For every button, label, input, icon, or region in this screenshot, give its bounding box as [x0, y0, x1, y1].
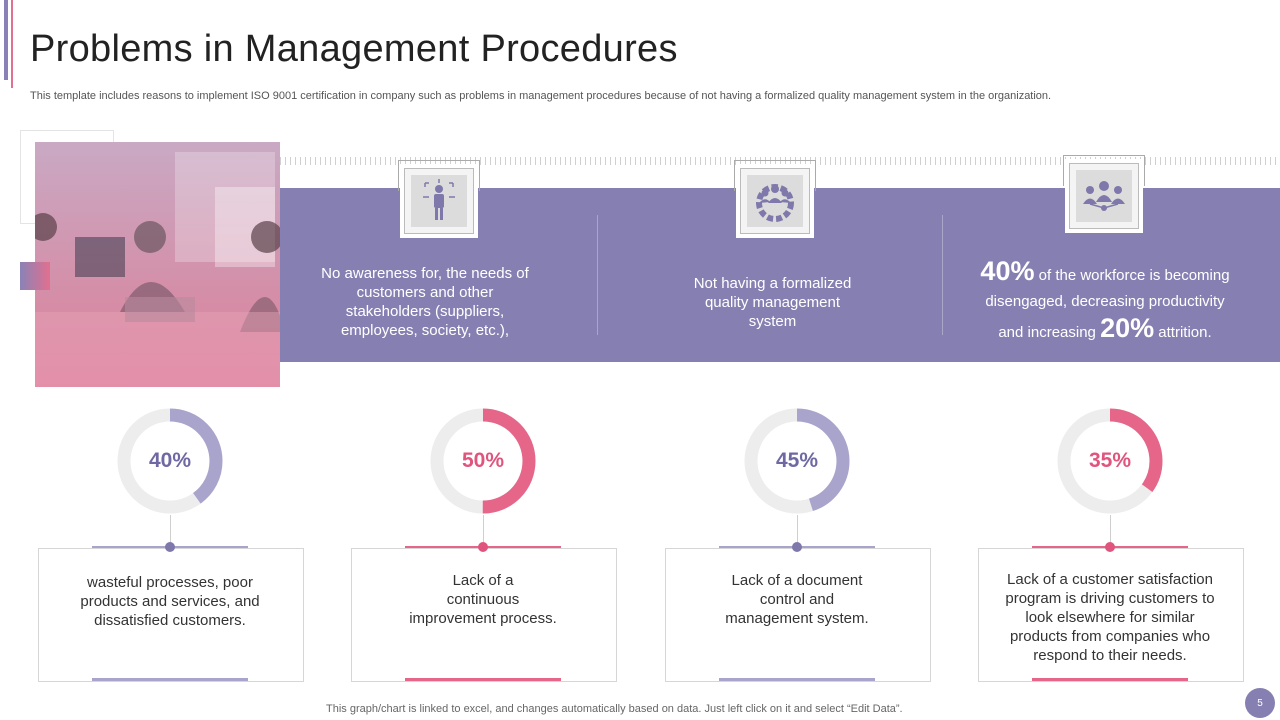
problem-card-4 — [978, 548, 1244, 682]
card-bottom-accent-3 — [719, 678, 875, 681]
donut-label-2: 50% — [461, 449, 505, 472]
problem-card-2-line-1: Lack of a — [452, 572, 514, 589]
problem-card-4-line-1: Lack of a customer satisfaction — [1007, 571, 1213, 588]
problem-card-text-1: wasteful processes, poor products and ser… — [46, 573, 294, 630]
donut-label-3: 45% — [775, 449, 819, 472]
icon-tab-2 — [734, 160, 816, 191]
decorative-stripe — [280, 157, 1280, 165]
band-text-1-line2: customers and other — [356, 284, 494, 301]
problem-card-4-line-2: program is driving customers to — [1005, 590, 1215, 607]
side-accent-tab — [20, 262, 50, 290]
donut-chart-4 — [1057, 408, 1163, 514]
page-subtitle: This template includes reasons to implem… — [30, 90, 1052, 102]
connector-stem-1 — [170, 515, 171, 547]
band-text-3-part2: disengaged, decreasing productivity — [985, 293, 1225, 310]
donut-arc-4 — [1057, 408, 1163, 514]
team-gear-icon — [756, 184, 794, 222]
connector-stem-4 — [1110, 515, 1111, 547]
connector-stem-3 — [797, 515, 798, 547]
problem-card-2 — [351, 548, 617, 682]
problem-card-1 — [38, 548, 304, 682]
band-text-2: Not having a formalized quality manageme… — [650, 274, 895, 331]
problem-card-4-line-5: respond to their needs. — [1033, 647, 1187, 664]
icon-box-2 — [740, 168, 810, 234]
problem-card-4-line-4: products from companies who — [1009, 628, 1211, 645]
connector-dot-1 — [165, 542, 175, 552]
band-text-3-part4: attrition. — [1158, 324, 1212, 341]
problem-card-1-line-1: wasteful processes, poor — [87, 574, 253, 591]
band-divider-1 — [597, 215, 598, 335]
band-text-1-line4: employees, society, etc.), — [340, 322, 510, 339]
connector-dot-3 — [792, 542, 802, 552]
problem-card-3-line-2: control and — [759, 591, 835, 608]
donut-chart-1 — [117, 408, 223, 514]
donut-label-1: 40% — [148, 449, 192, 472]
band-text-1: No awareness for, the needs of customers… — [300, 264, 550, 340]
problem-card-2-line-2: continuous — [446, 591, 520, 608]
page-title: Problems in Management Procedures — [30, 28, 678, 70]
donut-chart-3 — [744, 408, 850, 514]
accent-bar — [4, 0, 8, 80]
problem-card-1-line-2: products and services, and — [80, 593, 260, 610]
card-bottom-accent-1 — [92, 678, 248, 681]
person-arrows-icon — [423, 179, 455, 220]
connector-dot-2 — [478, 542, 488, 552]
band-text-2-line1: Not having a formalized — [693, 275, 852, 292]
problem-card-text-4: Lack of a customer satisfaction program i… — [986, 570, 1234, 665]
footer-note: This graph/chart is linked to excel, and… — [326, 703, 903, 715]
band-text-2-line3: system — [748, 313, 797, 330]
meeting-photo — [35, 142, 280, 387]
band-text-3-row3: and increasing 20% attrition. — [950, 315, 1260, 346]
icon-tab-1 — [398, 160, 480, 191]
icon-box-3 — [1069, 163, 1139, 229]
problem-card-text-2: Lack of a continuous improvement process. — [359, 571, 607, 628]
problem-card-3-line-3: management system. — [725, 610, 869, 627]
problem-card-1-line-3: dissatisfied customers. — [94, 612, 246, 629]
donut-arc-3 — [744, 408, 850, 514]
donut-arc-1 — [117, 408, 223, 514]
donut-chart-2 — [430, 408, 536, 514]
band-text-3-part1: of the workforce is becoming — [1038, 267, 1230, 284]
band-text-2-line2: quality management — [704, 294, 841, 311]
band-text-1-line1: No awareness for, the needs of — [321, 265, 529, 282]
attrition-percent: 20% — [1100, 313, 1155, 343]
connector-stem-2 — [483, 515, 484, 547]
icon-tab-3 — [1063, 155, 1145, 186]
card-bottom-accent-2 — [405, 678, 561, 681]
workforce-percent: 40% — [980, 256, 1035, 286]
band-text-1-line3: stakeholders (suppliers, — [345, 303, 505, 320]
problem-card-3-line-1: Lack of a document — [731, 572, 863, 589]
team-network-icon — [1083, 181, 1125, 211]
problem-card-4-line-3: look elsewhere for similar — [1025, 609, 1195, 626]
band-divider-2 — [942, 215, 943, 335]
band-text-3-row1: 40% of the workforce is becoming — [950, 258, 1260, 289]
donut-arc-2 — [430, 408, 536, 514]
band-text-3-part3: and increasing — [998, 324, 1096, 341]
icon-box-1 — [404, 168, 474, 234]
band-text-3: 40% of the workforce is becoming disenga… — [950, 258, 1260, 346]
connector-dot-4 — [1105, 542, 1115, 552]
card-bottom-accent-4 — [1032, 678, 1188, 681]
donut-label-4: 35% — [1088, 449, 1132, 472]
problem-card-2-line-3: improvement process. — [409, 610, 557, 627]
page-number: 5 — [1245, 688, 1275, 718]
problem-card-3 — [665, 548, 931, 682]
problem-card-text-3: Lack of a document control and management … — [673, 571, 921, 628]
accent-bar-thin — [11, 0, 13, 88]
